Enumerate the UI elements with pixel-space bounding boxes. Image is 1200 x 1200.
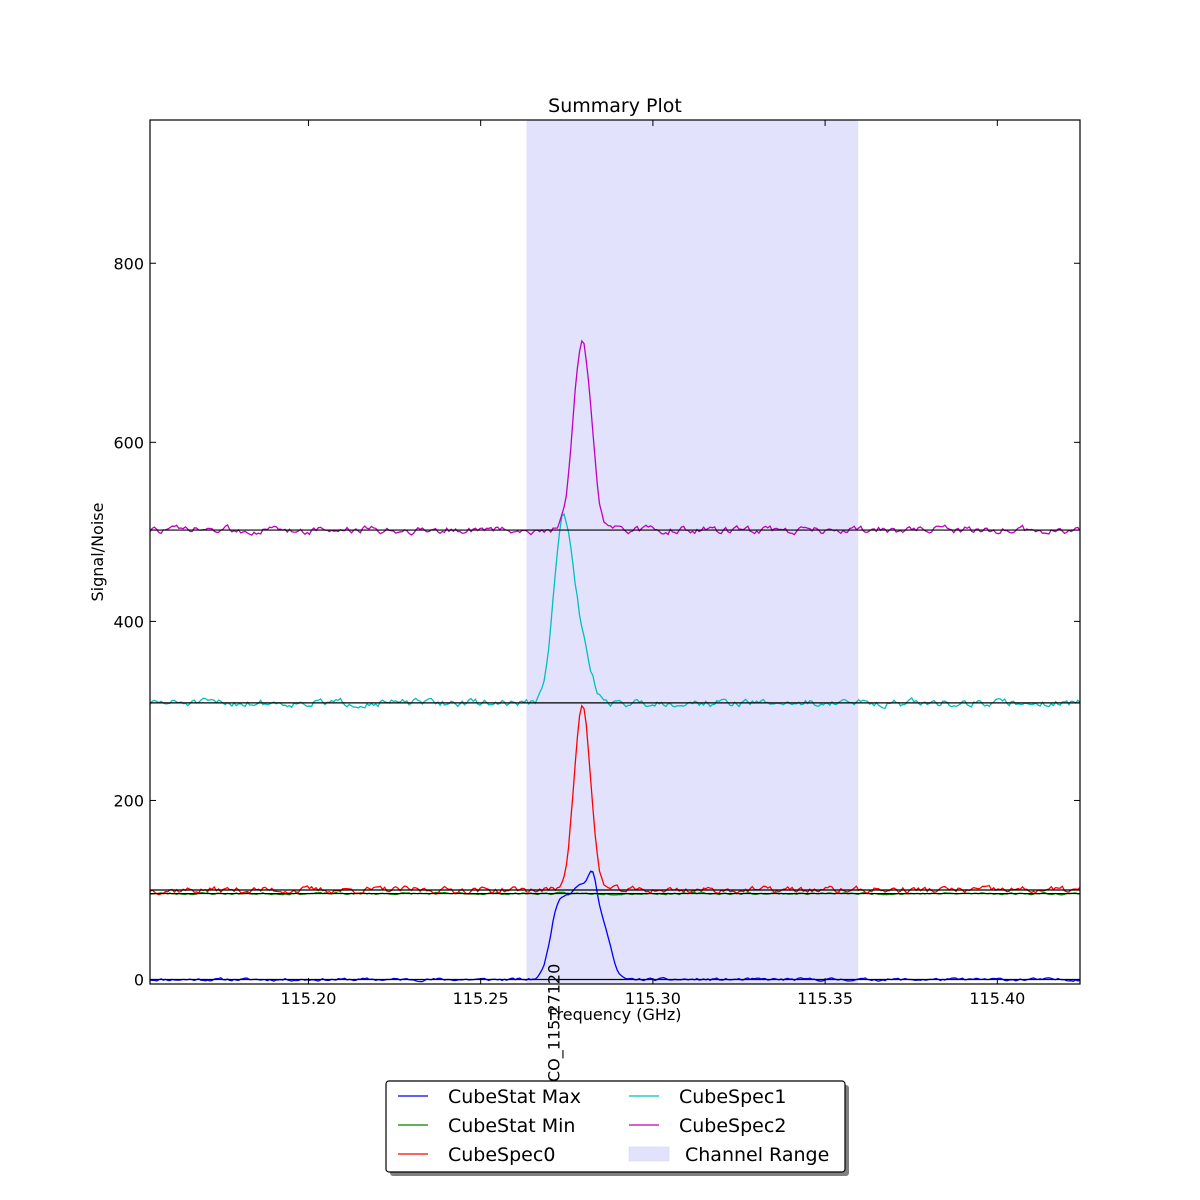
legend-label-2: CubeSpec0 — [448, 1144, 555, 1166]
chart-title: Summary Plot — [548, 95, 682, 117]
y-tick-label: 0 — [134, 971, 144, 990]
plot-frame — [149, 119, 1081, 985]
x-tick-label: 115.25 — [453, 989, 509, 1008]
legend-label-1: CubeStat Min — [448, 1115, 575, 1137]
legend-label-5: Channel Range — [685, 1144, 829, 1166]
legend: CubeStat Max CubeStat Min CubeSpec0 CubeSpe… — [385, 1080, 849, 1176]
x-tick-label: 115.30 — [625, 989, 681, 1008]
series-line-2 — [149, 704, 1081, 896]
series-line-3 — [149, 512, 1081, 709]
y-tick-label: 600 — [113, 433, 144, 452]
legend-label-0: CubeStat Max — [448, 1086, 581, 1108]
x-tick-label: 115.20 — [280, 989, 336, 1008]
legend-label-4: CubeSpec2 — [679, 1115, 786, 1137]
y-tick-label: 800 — [113, 254, 144, 273]
y-tick-label: 400 — [113, 612, 144, 631]
series-line-4 — [149, 339, 1081, 536]
x-axis-label: Frequency (GHz) — [548, 1005, 681, 1024]
y-tick-label: 200 — [113, 791, 144, 810]
legend-swatch-5 — [628, 1146, 670, 1162]
line-id-label: CO_115.27120 — [545, 964, 565, 1082]
y-axis-label: Signal/Noise — [88, 503, 107, 602]
x-tick-label: 115.35 — [797, 989, 853, 1008]
channel-range-band — [526, 120, 859, 984]
x-tick-label: 115.40 — [969, 989, 1025, 1008]
legend-label-3: CubeSpec1 — [679, 1086, 786, 1108]
legend-box — [385, 1080, 846, 1173]
series-line-0 — [149, 870, 1081, 983]
